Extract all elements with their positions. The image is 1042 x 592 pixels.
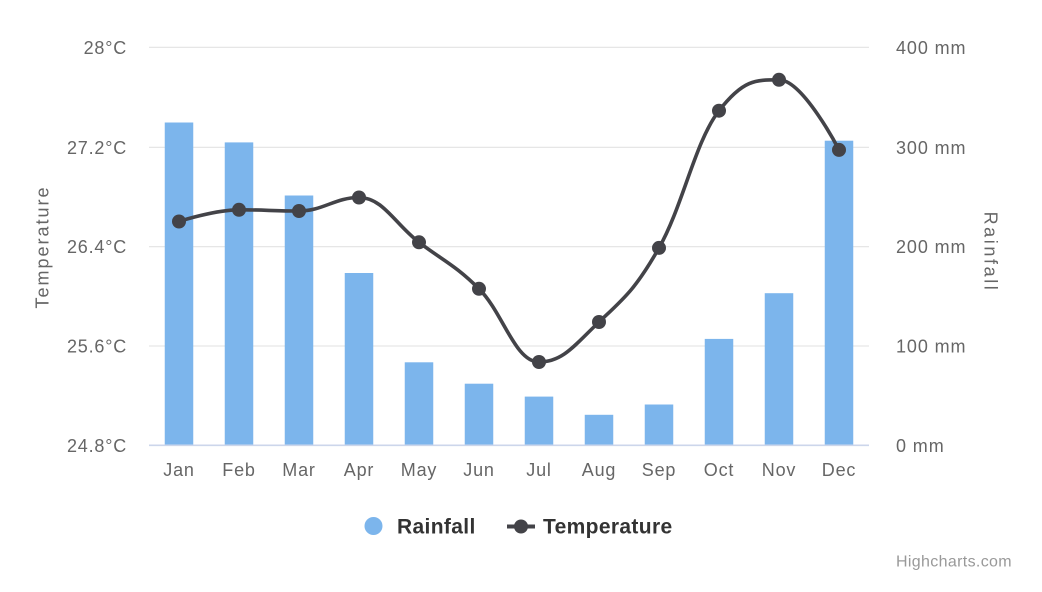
svg-text:May: May: [401, 460, 437, 480]
svg-text:Highcharts.com: Highcharts.com: [896, 554, 1012, 571]
svg-text:24.8°C: 24.8°C: [67, 436, 127, 456]
svg-text:Jul: Jul: [526, 460, 551, 480]
svg-text:26.4°C: 26.4°C: [67, 237, 127, 257]
svg-text:Nov: Nov: [762, 460, 796, 480]
svg-text:Jan: Jan: [163, 460, 194, 480]
svg-text:Sep: Sep: [642, 460, 676, 480]
svg-text:Oct: Oct: [704, 460, 734, 480]
svg-text:300 mm: 300 mm: [896, 138, 966, 158]
svg-text:25.6°C: 25.6°C: [67, 337, 127, 357]
svg-text:Feb: Feb: [222, 460, 255, 480]
svg-text:Rainfall: Rainfall: [397, 516, 476, 539]
svg-text:Temperature: Temperature: [543, 516, 673, 539]
svg-text:Temperature: Temperature: [33, 185, 53, 308]
svg-text:Dec: Dec: [822, 460, 856, 480]
svg-text:200 mm: 200 mm: [896, 237, 966, 257]
svg-text:Mar: Mar: [282, 460, 315, 480]
svg-text:Aug: Aug: [582, 460, 616, 480]
svg-text:400 mm: 400 mm: [896, 38, 966, 58]
svg-text:27.2°C: 27.2°C: [67, 138, 127, 158]
svg-text:100 mm: 100 mm: [896, 337, 966, 357]
svg-text:28°C: 28°C: [84, 38, 127, 58]
svg-text:Rainfall: Rainfall: [981, 212, 1001, 293]
svg-text:Apr: Apr: [344, 460, 374, 480]
svg-text:Jun: Jun: [463, 460, 494, 480]
svg-text:0 mm: 0 mm: [896, 436, 945, 456]
